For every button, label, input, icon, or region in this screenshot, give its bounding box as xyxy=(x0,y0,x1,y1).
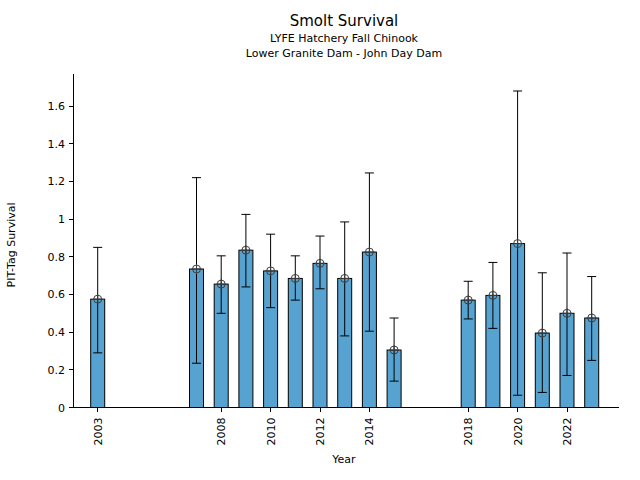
x-tick-label-2022: 2022 xyxy=(561,418,574,446)
x-tick-label-2010: 2010 xyxy=(265,418,278,446)
y-axis-title: PIT-Tag Survival xyxy=(5,202,18,287)
chart-figure: Smolt Survival LYFE Hatchery Fall Chinoo… xyxy=(0,0,640,480)
x-tick-label-2014: 2014 xyxy=(363,418,376,446)
y-tick-label-0.2: 0.2 xyxy=(48,364,66,377)
chart-subtitle-stock: LYFE Hatchery Fall Chinook xyxy=(270,32,419,45)
x-axis-title: Year xyxy=(331,453,356,466)
y-tick-label-0.4: 0.4 xyxy=(48,326,66,339)
y-tick-label-0: 0 xyxy=(58,402,65,415)
x-tick-label-2008: 2008 xyxy=(215,418,228,446)
survival-bar-chart: Smolt Survival LYFE Hatchery Fall Chinoo… xyxy=(0,0,640,480)
x-tick-label-2018: 2018 xyxy=(462,418,475,446)
y-tick-label-1.6: 1.6 xyxy=(48,100,66,113)
y-tick-label-1.2: 1.2 xyxy=(48,175,66,188)
x-tick-label-2020: 2020 xyxy=(512,418,525,446)
x-tick-label-2012: 2012 xyxy=(314,418,327,446)
plot-area: 0 0.2 0.4 0.6 0.8 1 1.2 1.4 1.6 2003 2008 2010 2012 2… xyxy=(48,74,619,445)
chart-title: Smolt Survival xyxy=(290,12,399,30)
y-tick-label-0.8: 0.8 xyxy=(48,251,66,264)
x-tick-label-2003: 2003 xyxy=(92,418,105,446)
y-tick-label-0.6: 0.6 xyxy=(48,288,66,301)
chart-subtitle-reach: Lower Granite Dam - John Day Dam xyxy=(246,47,442,60)
y-tick-label-1.4: 1.4 xyxy=(48,138,66,151)
y-tick-label-1: 1 xyxy=(58,213,65,226)
